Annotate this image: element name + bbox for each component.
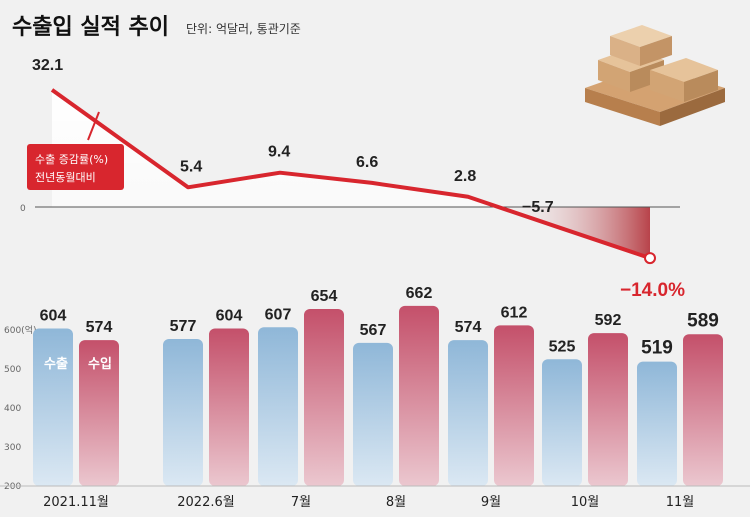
export-bar bbox=[163, 338, 203, 486]
line-value-label: 5.4 bbox=[180, 158, 202, 175]
y-tick-label: 400 bbox=[4, 404, 21, 414]
y-tick-label: 300 bbox=[4, 443, 21, 453]
category-label: 8월 bbox=[386, 495, 406, 510]
import-value-label: 592 bbox=[595, 312, 622, 329]
growth-line-section: 0 32.1 5.4 9.4 6.6 2.8 −5.7 −14.0% 수출 증감률(%) 전… bbox=[20, 57, 685, 301]
export-value-label: 577 bbox=[170, 318, 197, 335]
export-bar bbox=[637, 361, 677, 486]
import-bar bbox=[304, 308, 344, 486]
line-value-label: −5.7 bbox=[522, 199, 554, 216]
legend-pointer bbox=[87, 111, 100, 141]
export-bar bbox=[33, 328, 73, 486]
line-legend-box bbox=[27, 144, 124, 190]
import-value-label: 662 bbox=[406, 285, 433, 302]
unit-note: 단위: 억달러, 통관기준 bbox=[186, 22, 301, 36]
line-value-label: 9.4 bbox=[268, 144, 290, 161]
line-value-label: 6.6 bbox=[356, 154, 378, 171]
line-value-label: 32.1 bbox=[32, 57, 63, 74]
line-legend-label-2: 전년동월대비 bbox=[35, 171, 96, 184]
trade-bar-section: 600(억) 500 400 300 200 604 574 577 604 607 654 567… bbox=[0, 285, 750, 510]
y-tick-label: 200 bbox=[4, 482, 21, 492]
import-value-label: 612 bbox=[501, 304, 528, 321]
line-legend-label-1: 수출 증감률(%) bbox=[35, 153, 108, 166]
line-value-label: 2.8 bbox=[454, 168, 476, 185]
import-bar bbox=[588, 333, 628, 486]
export-bar bbox=[448, 340, 488, 486]
import-bar bbox=[79, 340, 119, 486]
export-bar bbox=[353, 342, 393, 486]
import-bar bbox=[494, 325, 534, 486]
export-value-label: 604 bbox=[40, 307, 67, 324]
line-endpoint-marker bbox=[644, 252, 656, 265]
legend-export: 수출 bbox=[44, 356, 68, 372]
category-label: 7월 bbox=[291, 495, 311, 510]
category-label: 2021.11월 bbox=[43, 495, 109, 510]
import-value-label: 574 bbox=[86, 319, 113, 336]
export-value-label: 574 bbox=[455, 319, 482, 336]
chart-title: 수출입 실적 추이 bbox=[12, 15, 169, 40]
line-value-label: −14.0% bbox=[620, 280, 685, 301]
category-label: 9월 bbox=[481, 495, 501, 510]
category-label: 2022.6월 bbox=[177, 495, 234, 510]
export-value-label: 567 bbox=[360, 322, 387, 339]
export-value-label: 519 bbox=[641, 338, 673, 359]
category-label: 10월 bbox=[571, 495, 600, 510]
export-value-label: 607 bbox=[265, 306, 292, 323]
zero-label: 0 bbox=[20, 204, 26, 214]
growth-line bbox=[50, 88, 651, 260]
category-label: 11월 bbox=[666, 495, 695, 510]
y-tick-label: 600(억) bbox=[4, 324, 36, 336]
import-value-label: 654 bbox=[311, 288, 338, 305]
export-value-label: 525 bbox=[549, 338, 576, 355]
import-value-label: 604 bbox=[216, 307, 243, 324]
import-bar bbox=[683, 334, 723, 486]
positive-area bbox=[52, 89, 499, 207]
export-bar bbox=[258, 327, 298, 486]
boxes-illustration bbox=[585, 25, 725, 126]
legend-import: 수입 bbox=[88, 357, 112, 372]
import-value-label: 589 bbox=[687, 310, 719, 331]
import-bar bbox=[399, 305, 439, 486]
export-bar bbox=[542, 359, 582, 486]
y-tick-label: 500 bbox=[4, 365, 21, 375]
import-bar bbox=[209, 328, 249, 486]
